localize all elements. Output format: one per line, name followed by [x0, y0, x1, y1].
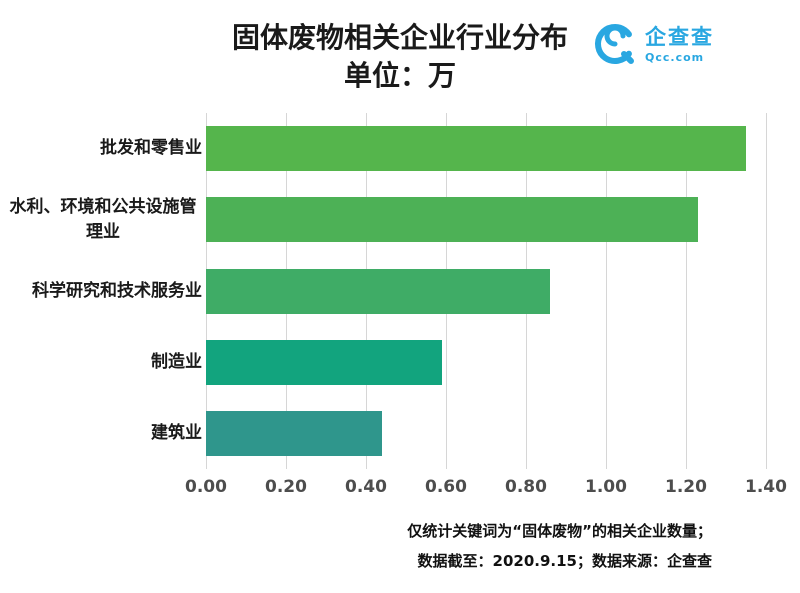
category-row: 水利、环境和公共设施管理业	[4, 184, 202, 255]
footnotes: 仅统计关键词为“固体废物”的相关企业数量； 数据截至：2020.9.15；数据来…	[407, 516, 712, 576]
qcc-logo: 企查查 Qcc.com	[592, 22, 714, 68]
x-tick-label: 0.80	[505, 477, 547, 497]
bar	[206, 126, 746, 172]
bar	[206, 268, 550, 314]
chart-title: 固体废物相关企业行业分布	[231, 21, 568, 54]
gridline	[686, 113, 687, 469]
category-label: 科学研究和技术服务业	[32, 280, 202, 301]
bar-row	[206, 255, 766, 326]
category-row: 批发和零售业	[4, 113, 202, 184]
bars	[206, 113, 766, 469]
gridline	[606, 113, 607, 469]
qcc-logo-text: 企查查 Qcc.com	[645, 26, 714, 63]
bar-row	[206, 113, 766, 184]
chart-header: 固体废物相关企业行业分布 单位：万	[0, 16, 800, 93]
bar-row	[206, 327, 766, 398]
bar-row	[206, 398, 766, 469]
category-row: 建筑业	[4, 398, 202, 469]
x-tick-label: 1.20	[665, 477, 707, 497]
bar	[206, 410, 382, 456]
category-label: 制造业	[151, 351, 202, 372]
category-row: 科学研究和技术服务业	[4, 255, 202, 326]
bar	[206, 339, 442, 385]
x-tick-label: 0.20	[265, 477, 307, 497]
category-label: 水利、环境和公共设施管理业	[9, 197, 197, 242]
x-axis: 0.00 0.20 0.40 0.60 0.80 1.00 1.20 1.40	[185, 477, 787, 503]
x-tick-label: 0.40	[345, 477, 387, 497]
category-label: 批发和零售业	[100, 138, 202, 159]
footnote-1: 仅统计关键词为“固体废物”的相关企业数量；	[407, 522, 712, 540]
footnote-2: 数据截至：2020.9.15；数据来源：企查查	[417, 552, 712, 570]
x-tick-label: 0.60	[425, 477, 467, 497]
logo-domain: Qcc.com	[645, 50, 705, 64]
x-tick-label: 1.40	[745, 477, 787, 497]
chart-subtitle: 单位：万	[343, 59, 456, 93]
bar-row	[206, 184, 766, 255]
category-labels: 批发和零售业水利、环境和公共设施管理业科学研究和技术服务业制造业建筑业	[4, 113, 203, 469]
category-label: 建筑业	[151, 423, 202, 444]
logo-name: 企查查	[645, 25, 714, 50]
qcc-logo-icon	[592, 22, 638, 68]
gridline	[766, 113, 767, 469]
category-row: 制造业	[4, 327, 202, 398]
x-tick-label: 0.00	[185, 477, 227, 497]
x-tick-label: 1.00	[585, 477, 627, 497]
plot-area	[206, 113, 767, 469]
bar	[206, 197, 698, 243]
